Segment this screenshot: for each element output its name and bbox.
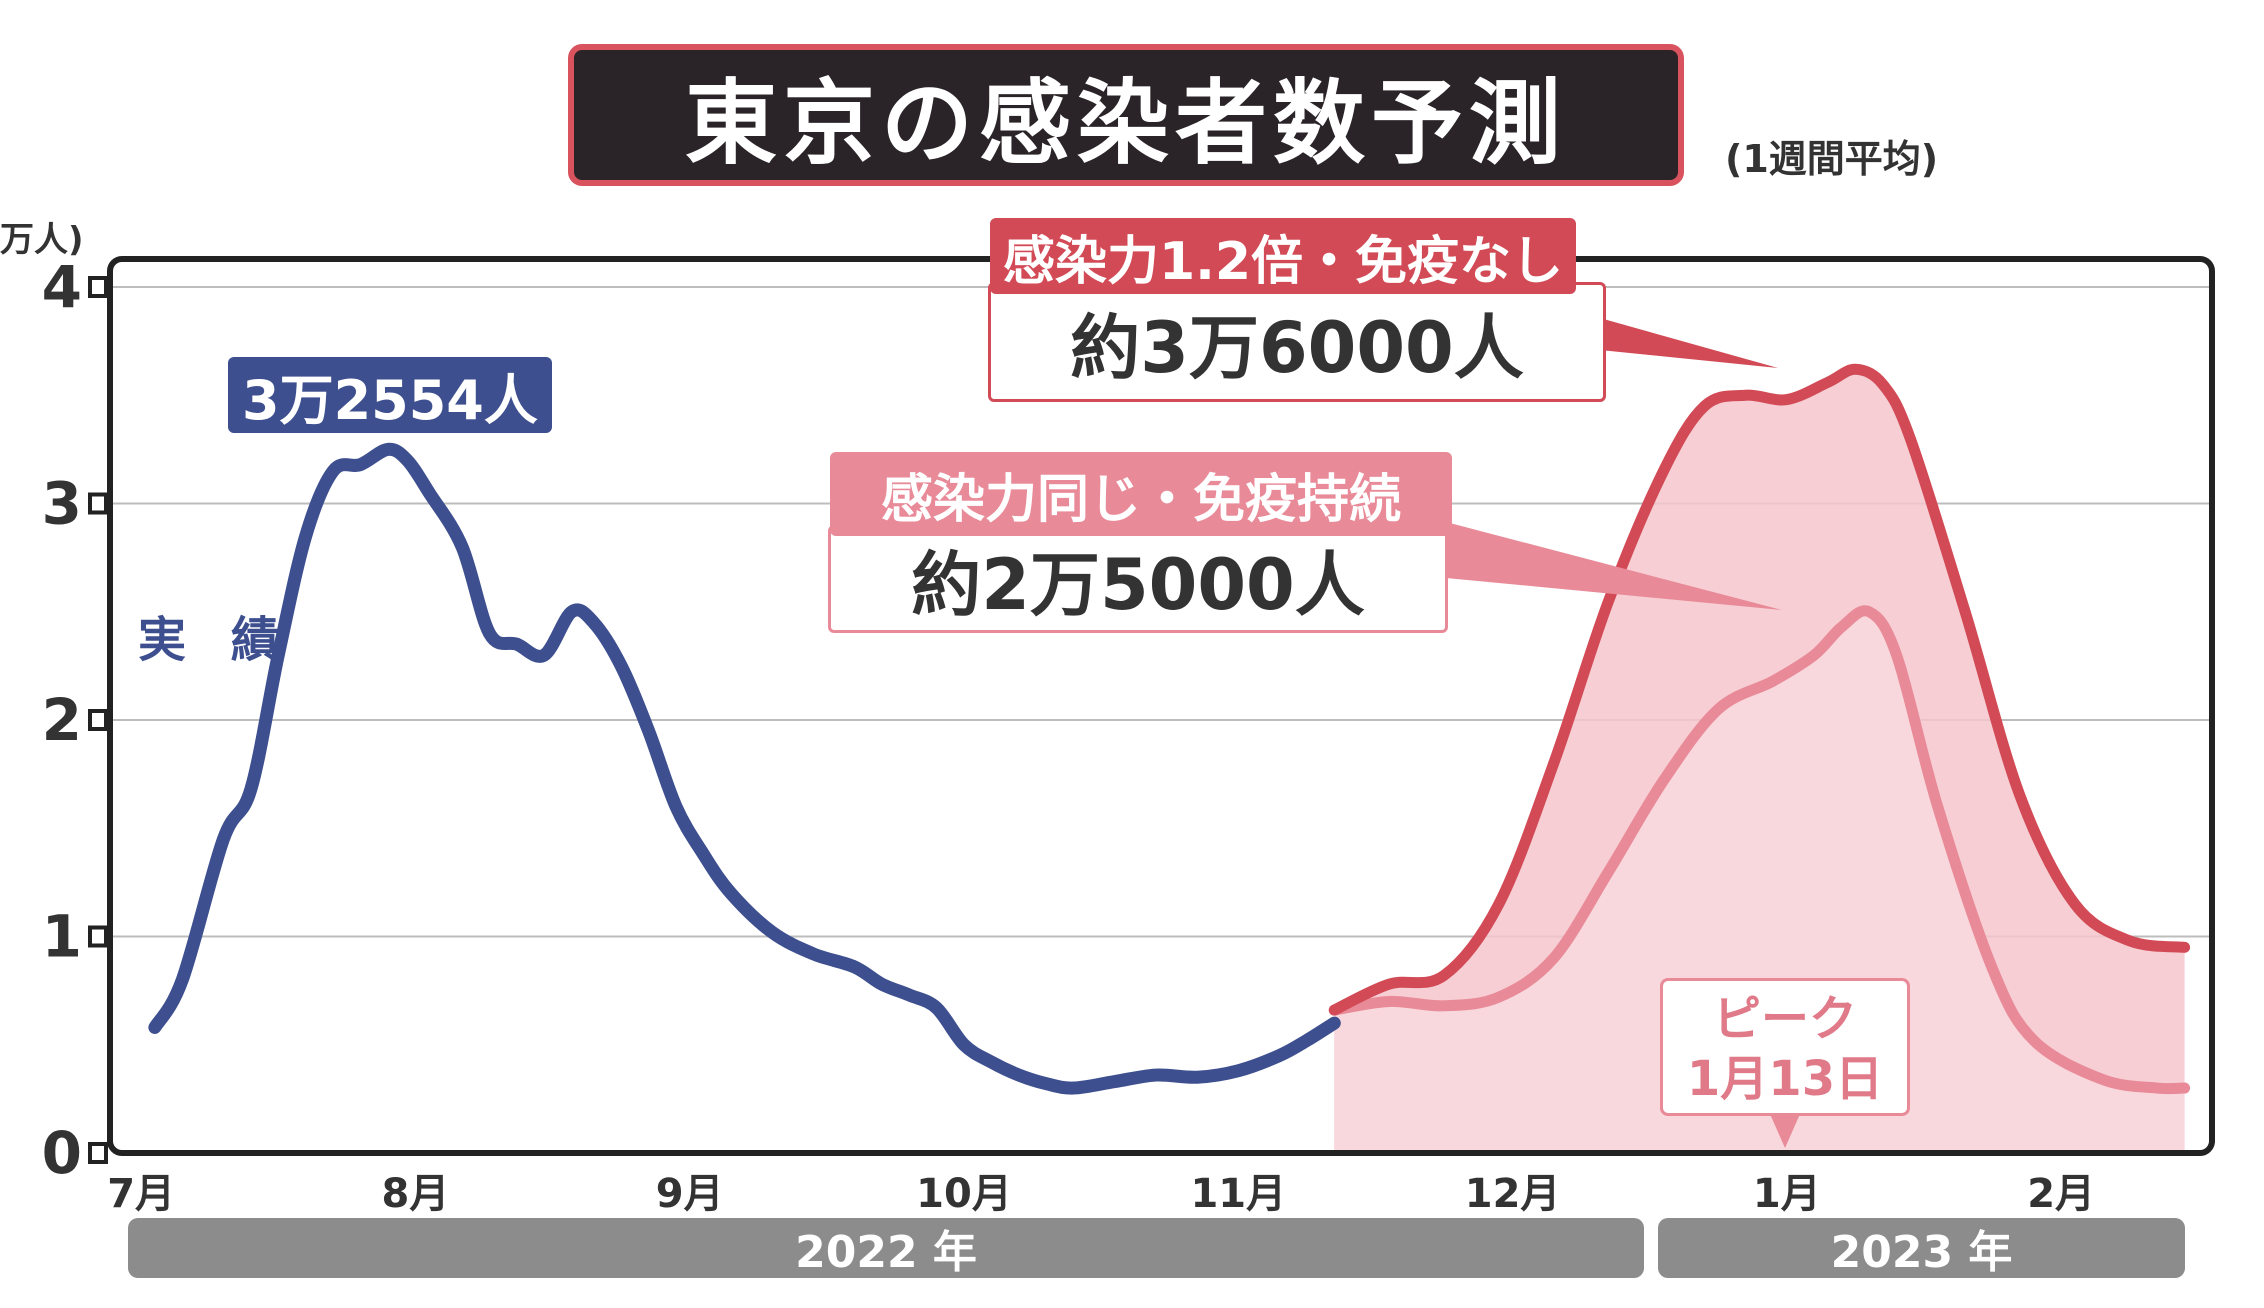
x-tick-label: 8月 [382,1171,450,1217]
y-tick-mark [88,492,108,515]
series-scenario-low-line [1328,605,2191,1095]
y-tick-mark [88,925,108,948]
callout-high-pointer [1600,318,1778,368]
callout-low-value: 約2万5000人 [828,525,1448,633]
y-tick-mark [88,1142,108,1164]
y-tick-label: 0 [42,1119,82,1187]
y-tick-label: 4 [42,253,82,321]
year-bar-2022: 2022 年 [128,1218,1644,1278]
x-tick-label: 1月 [1753,1171,1821,1217]
x-tick-label: 7月 [107,1171,175,1217]
callout-low-pointer [1446,522,1782,610]
peak-date-line2: 1月13日 [1686,1051,1884,1107]
actual-peak-label: 3万2554人 [228,357,552,433]
title-box: 東京の感染者数予測 [568,44,1684,186]
x-tick-label: 11月 [1190,1171,1286,1217]
series-actual-line [148,442,1341,1095]
peak-date-box: ピーク 1月13日 [1660,978,1910,1116]
year-bar-2023: 2023 年 [1658,1218,2185,1278]
x-tick-label: 12月 [1465,1171,1561,1217]
x-tick-label: 2月 [2027,1171,2095,1217]
peak-date-line1: ピーク [1712,991,1857,1047]
series-scenario-high-line [1328,363,2191,1016]
y-tick-label: 1 [42,903,82,971]
chart-title: 東京の感染者数予測 [684,69,1567,177]
y-tick-mark [88,276,108,298]
callout-low-head: 感染力同じ・免疫持続 [830,452,1452,536]
actual-series-label: 実 績 [138,612,293,668]
axis-ticks: 0 1 2 3 4 7月 8月 9月 10月 11月 12月 1月 2月 [42,253,2095,1217]
y-axis-unit: 万人) [0,220,84,260]
y-tick-label: 3 [42,470,82,538]
chart-subtitle: (1週間平均) [1725,137,1939,181]
y-tick-label: 2 [42,686,82,754]
peak-date-pointer [1770,1114,1800,1148]
y-tick-mark [88,709,108,731]
x-tick-label: 9月 [656,1171,724,1217]
x-tick-label: 10月 [916,1171,1012,1217]
forecast-fill-area-light [1334,610,2185,1153]
callout-high-value: 約3万6000人 [988,282,1606,402]
callout-high-head: 感染力1.2倍・免疫なし [990,218,1576,294]
